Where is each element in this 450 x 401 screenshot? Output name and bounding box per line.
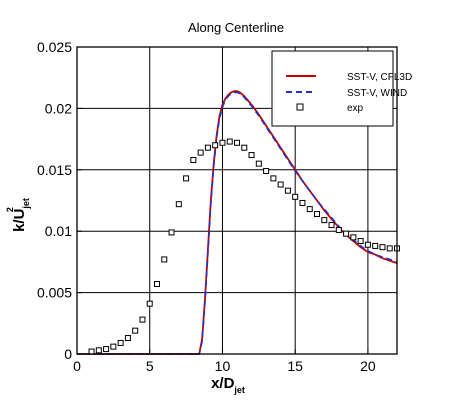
exp-point [263,168,270,175]
exp-point [95,347,102,354]
y-tick-label: 0 [64,346,72,362]
exp-point [350,234,357,241]
exp-point [183,175,190,182]
exp-point [357,238,364,245]
y-tick-label: 0.005 [37,285,72,301]
chart-title: Along Centerline [188,20,284,35]
y-tick-label: 0.015 [37,162,72,178]
x-axis-label-sub: jet [233,385,245,395]
exp-point [154,281,160,288]
x-tick-label: 0 [73,358,81,374]
exp-point [132,327,139,334]
exp-point [328,222,335,229]
legend-swatch-exp [296,103,304,111]
y-tick-label: 0.025 [37,39,72,55]
exp-point [234,139,240,146]
series-wind-line [77,91,398,355]
exp-point [168,229,175,236]
series-layer [77,90,400,355]
exp-point [226,138,233,145]
exp-point [219,139,226,146]
exp-point [110,343,117,350]
exp-point [299,199,306,206]
exp-point [124,335,131,342]
legend-box [271,50,394,127]
exp-point [386,245,393,252]
exp-point [190,156,197,163]
y-ticks: 0 0.005 0.01 0.015 0.02 0.025 [37,39,82,362]
exp-point [314,211,320,218]
legend-label-cfl3d: SST-V, CFL3D [347,72,412,83]
y-axis-label-sup: 2 [5,207,15,212]
x-tick-label: 20 [360,358,376,374]
exp-point [146,300,153,307]
exp-point [364,241,371,248]
exp-point [343,230,350,237]
exp-point [175,201,182,208]
exp-point [161,256,168,263]
legend-label-exp: exp [347,103,364,114]
x-tick-label: 10 [215,358,231,374]
y-axis-label: k/Ujet 2 [5,198,31,232]
y-axis-label-main: k/U [11,209,28,232]
series-cfl3d-line [77,90,398,355]
x-axis-label-main: x/D [211,375,235,392]
exp-point [139,316,146,323]
series-exp-markers [88,138,400,355]
exp-point [241,144,248,151]
exp-point [335,226,342,233]
legend-label-wind: SST-V, WIND [347,88,407,99]
y-tick-label: 0.01 [45,223,72,239]
exp-point [117,339,124,346]
exp-point [255,160,262,167]
exp-point [292,193,299,200]
exp-point [248,152,255,159]
exp-point [197,149,204,156]
exp-point [372,242,379,249]
exp-point [284,187,291,194]
x-tick-label: 15 [287,358,303,374]
legend: SST-V, CFL3D SST-V, WIND exp [271,50,412,127]
y-axis-label-sub: jet [21,198,31,210]
y-tick-label: 0.02 [45,100,72,116]
x-ticks: 0 5 10 15 20 [73,349,376,374]
exp-point [379,244,386,251]
exp-point [103,346,110,353]
exp-point [270,175,277,182]
exp-point [212,142,219,149]
exp-point [321,217,328,224]
exp-point [88,348,95,355]
exp-point [306,206,313,213]
x-axis-label: x/Djet [211,375,245,395]
exp-point [204,144,211,151]
plot-frame [76,46,398,355]
exp-point [277,181,284,188]
x-tick-label: 5 [146,358,154,374]
